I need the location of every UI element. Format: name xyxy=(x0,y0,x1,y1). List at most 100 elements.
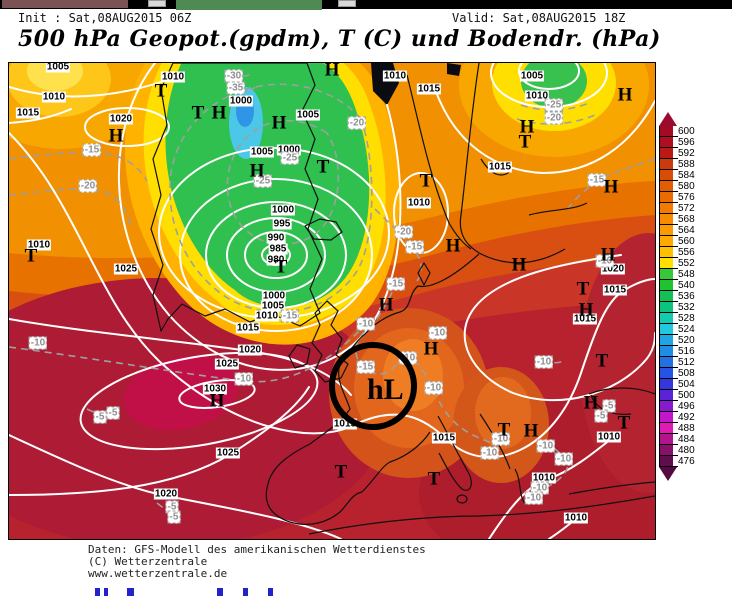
scale-color-block xyxy=(660,269,673,280)
scale-color-block xyxy=(660,412,673,423)
scale-tick xyxy=(660,169,678,170)
scale-color-block xyxy=(660,225,673,236)
pressure-center-letter: T xyxy=(497,419,511,441)
scale-tick xyxy=(660,257,678,258)
scale-value-label: 476 xyxy=(678,456,695,467)
scale-value-label: 556 xyxy=(678,247,695,258)
pressure-label: 1020 xyxy=(600,263,626,275)
pressure-center-letter: H xyxy=(108,125,124,147)
temperature-label: -25 xyxy=(253,174,273,188)
browser-tab-button-2[interactable] xyxy=(338,0,356,7)
pressure-center-letter: T xyxy=(595,350,609,372)
scale-row: 516 xyxy=(660,346,695,357)
pressure-label: 980 xyxy=(266,254,286,266)
scale-value-label: 584 xyxy=(678,170,695,181)
scale-row: 564 xyxy=(660,225,695,236)
scale-tick xyxy=(660,466,678,467)
scale-tick xyxy=(660,279,678,280)
scale-value-label: 516 xyxy=(678,346,695,357)
browser-tab-1[interactable] xyxy=(2,0,128,8)
heat-low-circle-annotation xyxy=(329,342,417,430)
scale-value-label: 572 xyxy=(678,203,695,214)
scale-color-block xyxy=(660,390,673,401)
pressure-label: 1030 xyxy=(202,383,228,395)
scale-color-block xyxy=(660,401,673,412)
temperature-label: -10 xyxy=(595,254,615,268)
scale-color-block xyxy=(660,445,673,456)
pressure-center-letter: H xyxy=(617,84,633,106)
pressure-center-letter: H xyxy=(603,176,619,198)
clipped-link-fragment[interactable] xyxy=(268,588,273,596)
clipped-link-fragment[interactable] xyxy=(95,588,100,596)
pressure-label: 1010 xyxy=(596,431,622,443)
scale-row: 532 xyxy=(660,302,695,313)
pressure-label: 1015 xyxy=(416,83,442,95)
scale-value-label: 504 xyxy=(678,379,695,390)
clipped-link-fragment[interactable] xyxy=(243,588,248,596)
scale-row: 600 xyxy=(660,126,695,137)
scale-color-block xyxy=(660,346,673,357)
pressure-center-letter: H xyxy=(583,392,599,414)
temperature-label: -10 xyxy=(534,355,554,369)
scale-tick xyxy=(660,268,678,269)
pressure-label: 1015 xyxy=(15,107,41,119)
temperature-label: -10 xyxy=(480,446,500,460)
scale-row: 580 xyxy=(660,181,695,192)
temperature-label: -15 xyxy=(587,173,607,187)
scale-value-label: 524 xyxy=(678,324,695,335)
clipped-link-fragment[interactable] xyxy=(104,588,108,596)
scale-color-block xyxy=(660,181,673,192)
pressure-label: 1010 xyxy=(382,70,408,82)
scale-color-block xyxy=(660,203,673,214)
scale-color-block xyxy=(660,357,673,368)
scale-value-label: 548 xyxy=(678,269,695,280)
scale-tick xyxy=(660,444,678,445)
scale-row: 508 xyxy=(660,368,695,379)
scale-color-block xyxy=(660,302,673,313)
scale-row: 476 xyxy=(660,456,695,467)
clipped-link-fragment[interactable] xyxy=(127,588,134,596)
scale-tick xyxy=(660,356,678,357)
pressure-center-letter: T xyxy=(427,468,441,490)
scale-row: 572 xyxy=(660,203,695,214)
scale-value-label: 596 xyxy=(678,137,695,148)
scale-tick xyxy=(660,213,678,214)
pressure-center-letter: H xyxy=(519,116,535,138)
pressure-label: 1010 xyxy=(531,472,557,484)
temperature-label: -5 xyxy=(93,410,107,424)
scale-color-block xyxy=(660,280,673,291)
pressure-label: 1015 xyxy=(332,418,358,430)
temperature-label: -10 xyxy=(536,439,556,453)
pressure-center-letter: H xyxy=(249,160,265,182)
scale-color-block xyxy=(660,258,673,269)
scale-color-block xyxy=(660,335,673,346)
pressure-label: 1020 xyxy=(237,344,263,356)
scale-arrow-down-icon xyxy=(659,467,677,481)
scale-tick xyxy=(660,235,678,236)
scale-tick xyxy=(660,301,678,302)
pressure-label: 985 xyxy=(268,243,288,255)
browser-tab-button-1[interactable] xyxy=(148,0,166,7)
pressure-center-letter: H xyxy=(423,338,439,360)
temperature-label: -10 xyxy=(524,491,544,505)
map-label-layer: 1005 1010 1015 1020 1010 1000 1005 1000 1005 1010… xyxy=(9,63,655,539)
scale-tick xyxy=(660,224,678,225)
scale-row: 512 xyxy=(660,357,695,368)
scale-tick xyxy=(660,389,678,390)
scale-value-label: 512 xyxy=(678,357,695,368)
clipped-link-fragment[interactable] xyxy=(217,588,223,596)
scale-color-block xyxy=(660,324,673,335)
scale-value-label: 568 xyxy=(678,214,695,225)
scale-row: 492 xyxy=(660,412,695,423)
scale-value-label: 576 xyxy=(678,192,695,203)
scale-row: 560 xyxy=(660,236,695,247)
temperature-label: -5 xyxy=(106,406,120,420)
browser-tab-2[interactable] xyxy=(176,0,322,10)
pressure-label: 1010 xyxy=(524,90,550,102)
scale-tick xyxy=(660,290,678,291)
scale-row: 484 xyxy=(660,434,695,445)
pressure-center-letter: H xyxy=(209,390,225,412)
pressure-label: 990 xyxy=(266,232,286,244)
temperature-label: -25 xyxy=(280,151,300,165)
scale-value-label: 496 xyxy=(678,401,695,412)
